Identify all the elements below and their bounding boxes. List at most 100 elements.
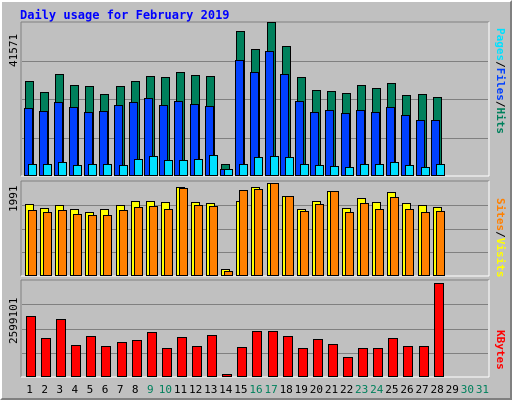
bar-kbytes-day-6 <box>101 346 111 377</box>
bar-kbytes-day-10 <box>162 348 172 377</box>
bar-kbytes-day-22 <box>343 357 353 377</box>
x-tick-label-day-18: 18 <box>280 383 293 396</box>
bar-pages-day-17 <box>270 156 279 176</box>
bar-sites-day-27 <box>421 212 430 276</box>
bar-pages-day-8 <box>134 159 143 176</box>
bar-sites-day-25 <box>390 197 399 276</box>
bar-sites-day-22 <box>345 212 354 276</box>
bar-kbytes-day-4 <box>71 345 81 377</box>
bar-files-day-27 <box>416 120 425 176</box>
bar-sites-day-16 <box>254 189 263 276</box>
bar-pages-day-19 <box>300 164 309 176</box>
bar-sites-day-1 <box>28 210 37 276</box>
bar-sites-day-10 <box>164 209 173 276</box>
bar-pages-day-4 <box>73 165 82 176</box>
bar-pages-day-13 <box>209 155 218 176</box>
bar-kbytes-day-16 <box>252 331 262 377</box>
bar-sites-day-5 <box>88 215 97 276</box>
bar-sites-day-4 <box>73 214 82 276</box>
x-tick-label-day-17: 17 <box>264 383 277 396</box>
bar-sites-day-23 <box>360 203 369 276</box>
x-tick-label-day-16: 16 <box>249 383 262 396</box>
bar-pages-day-28 <box>436 164 445 176</box>
bar-kbytes-day-18 <box>283 336 293 377</box>
bar-sites-day-9 <box>149 206 158 276</box>
x-tick-label-day-22: 22 <box>340 383 353 396</box>
bar-pages-day-6 <box>103 164 112 176</box>
bar-kbytes-day-26 <box>403 346 413 377</box>
bar-sites-day-20 <box>315 204 324 276</box>
bar-files-day-28 <box>431 120 440 176</box>
x-tick-label-day-19: 19 <box>295 383 308 396</box>
bar-files-day-18 <box>280 74 289 176</box>
bar-sites-day-12 <box>194 205 203 276</box>
bar-files-day-15 <box>235 60 244 176</box>
x-tick-label-day-6: 6 <box>102 383 109 396</box>
bar-sites-day-19 <box>300 211 309 276</box>
x-tick-label-day-4: 4 <box>72 383 79 396</box>
bar-pages-day-21 <box>330 166 339 176</box>
x-tick-label-day-3: 3 <box>56 383 63 396</box>
x-tick-label-day-7: 7 <box>117 383 124 396</box>
bar-pages-day-1 <box>28 164 37 176</box>
bar-kbytes-day-1 <box>26 316 36 377</box>
bar-sites-day-8 <box>134 207 143 276</box>
bar-sites-day-15 <box>239 190 248 276</box>
bar-pages-day-2 <box>43 164 52 176</box>
x-tick-label-day-26: 26 <box>400 383 413 396</box>
bar-files-day-21 <box>325 110 334 176</box>
bar-sites-day-28 <box>436 211 445 276</box>
x-tick-label-day-24: 24 <box>370 383 384 396</box>
bar-pages-day-25 <box>390 162 399 176</box>
bar-pages-day-20 <box>315 165 324 176</box>
bar-kbytes-day-20 <box>313 339 323 377</box>
x-tick-label-day-12: 12 <box>189 383 202 396</box>
bar-files-day-17 <box>265 51 274 176</box>
bar-kbytes-day-8 <box>132 340 142 377</box>
x-tick-label-day-1: 1 <box>26 383 33 396</box>
bar-pages-day-22 <box>345 167 354 176</box>
bar-pages-day-10 <box>164 160 173 176</box>
bar-sites-day-24 <box>375 209 384 276</box>
x-tick-label-day-31: 31 <box>476 383 489 396</box>
bar-kbytes-day-12 <box>192 346 202 377</box>
bar-kbytes-day-28 <box>434 283 444 377</box>
bar-kbytes-day-13 <box>207 335 217 377</box>
bar-sites-day-14 <box>224 271 233 276</box>
bar-pages-day-12 <box>194 159 203 176</box>
x-tick-label-day-20: 20 <box>310 383 323 396</box>
x-tick-label-day-14: 14 <box>219 383 233 396</box>
x-tick-label-day-5: 5 <box>87 383 94 396</box>
bar-pages-day-11 <box>179 160 188 176</box>
bar-sites-day-17 <box>270 183 279 276</box>
bar-kbytes-day-11 <box>177 337 187 377</box>
bar-sites-day-11 <box>179 188 188 276</box>
bar-files-day-9 <box>144 98 153 176</box>
bar-sites-day-26 <box>405 209 414 276</box>
bar-sites-day-2 <box>43 212 52 276</box>
bar-kbytes-day-14 <box>222 374 232 377</box>
bar-kbytes-day-5 <box>86 336 96 377</box>
bar-files-day-11 <box>174 101 183 176</box>
bar-kbytes-day-24 <box>373 348 383 377</box>
x-tick-label-day-11: 11 <box>174 383 187 396</box>
bar-pages-day-15 <box>239 164 248 176</box>
bar-kbytes-day-17 <box>268 331 278 377</box>
bar-pages-day-16 <box>254 157 263 176</box>
bar-pages-day-23 <box>360 164 369 176</box>
bar-kbytes-day-23 <box>358 348 368 377</box>
x-tick-label-day-29: 29 <box>446 383 459 396</box>
bar-pages-day-27 <box>421 167 430 176</box>
bar-pages-day-26 <box>405 165 414 176</box>
bar-kbytes-day-7 <box>117 342 127 377</box>
bar-pages-day-14 <box>224 169 233 176</box>
chart-title: Daily usage for February 2019 <box>20 8 230 22</box>
bar-pages-day-18 <box>285 157 294 176</box>
bar-pages-day-24 <box>375 164 384 176</box>
bar-sites-day-18 <box>285 196 294 276</box>
x-tick-label-day-25: 25 <box>385 383 398 396</box>
bar-files-day-19 <box>295 101 304 176</box>
bar-sites-day-21 <box>330 191 339 276</box>
x-tick-label-day-8: 8 <box>132 383 139 396</box>
